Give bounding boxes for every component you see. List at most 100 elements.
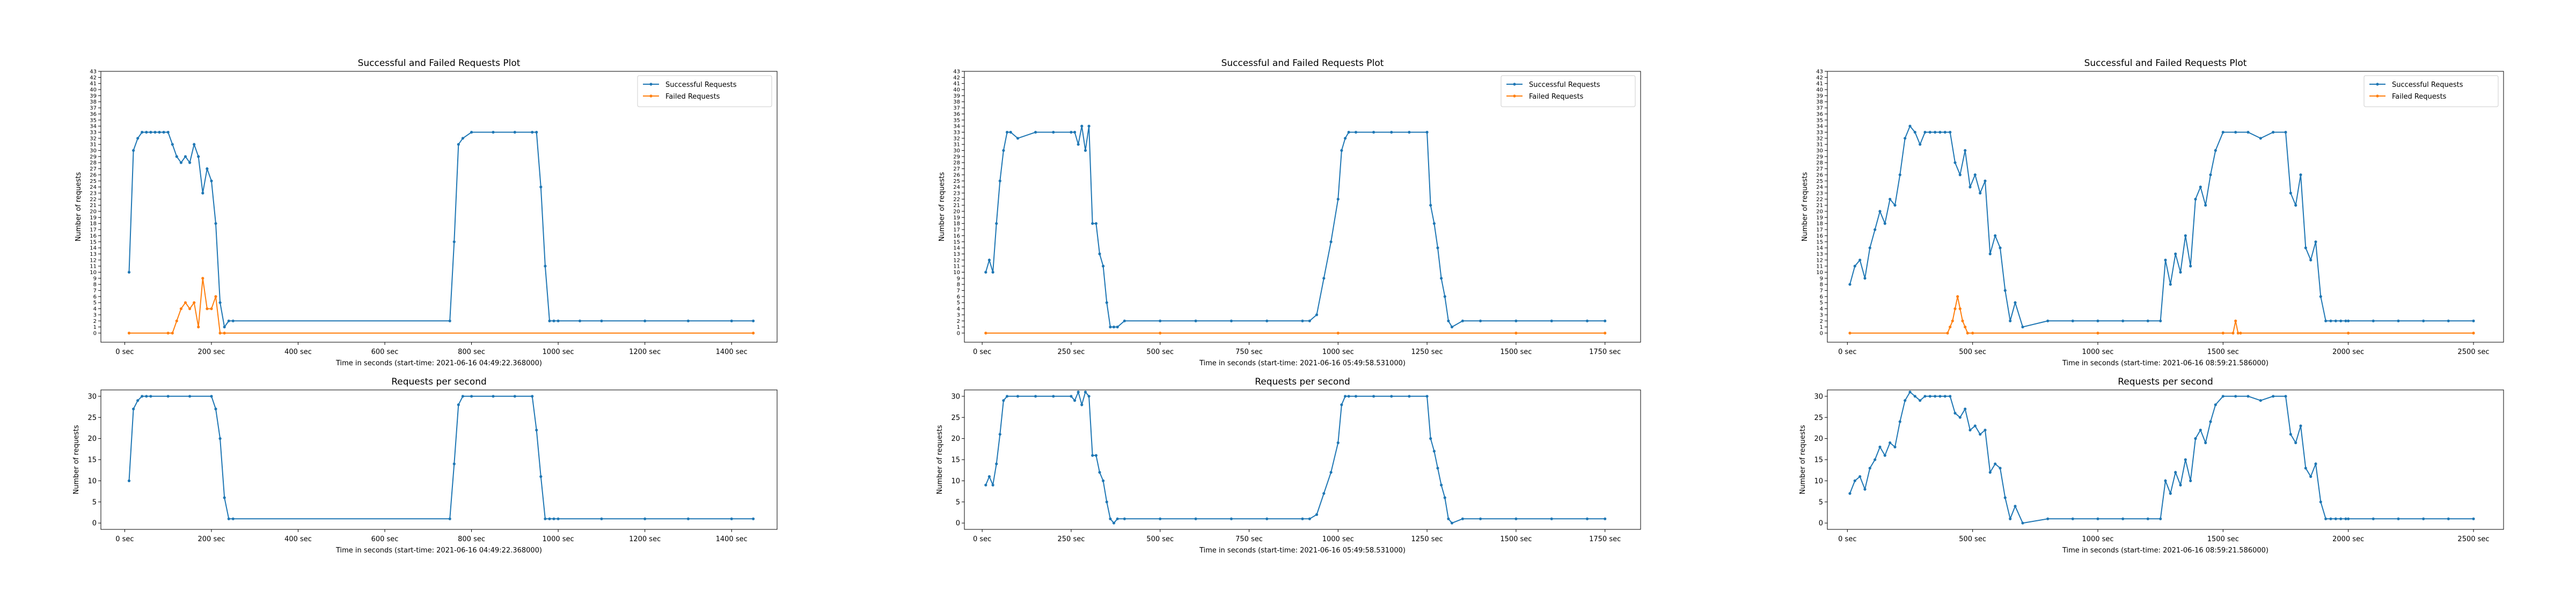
data-point [1354, 395, 1358, 398]
data-point [214, 295, 217, 298]
series-2 [1848, 295, 2475, 335]
data-point [206, 167, 209, 171]
y-tick-label: 32 [953, 136, 960, 142]
data-point [1308, 517, 1311, 520]
data-point [171, 143, 174, 146]
data-point [1265, 517, 1269, 520]
data-point [179, 161, 182, 164]
data-point [2344, 517, 2347, 520]
y-tick-label: 2 [93, 319, 97, 324]
data-point [448, 319, 451, 322]
plot-area [127, 395, 755, 520]
data-point [1964, 326, 1967, 329]
y-tick-label: 0 [957, 330, 960, 336]
legend-marker [2376, 83, 2379, 86]
data-point [2194, 197, 2197, 201]
data-point [2304, 467, 2307, 470]
x-axis-label: Time in seconds (start-time: 2021-06-16 … [1199, 547, 1406, 555]
data-point [1230, 517, 1233, 520]
data-point [2246, 395, 2250, 398]
y-tick-label: 43 [90, 69, 97, 75]
x-tick-label: 1750 sec [1589, 348, 1621, 356]
data-point [136, 137, 140, 140]
x-axis-label: Time in seconds (start-time: 2021-06-16 … [335, 547, 542, 555]
data-point [1479, 517, 1482, 520]
y-tick-label: 38 [1816, 99, 1823, 105]
data-point [210, 395, 213, 398]
data-point [2199, 186, 2202, 189]
y-tick-label: 43 [1816, 69, 1823, 75]
y-tick-label: 20 [951, 435, 960, 443]
y-tick-label: 18 [1816, 221, 1823, 227]
data-point [1934, 130, 1937, 134]
data-point [1336, 331, 1340, 335]
data-point [2221, 395, 2224, 398]
data-point [730, 319, 733, 322]
y-tick-label: 25 [951, 414, 960, 422]
data-point [2231, 331, 2235, 335]
y-tick-label: 25 [90, 179, 97, 185]
data-point [578, 319, 582, 322]
data-point [2236, 331, 2240, 335]
y-tick-label: 42 [953, 75, 960, 81]
data-point [2397, 517, 2400, 520]
y-tick-label: 20 [87, 435, 97, 443]
y-tick-label: 2 [957, 319, 960, 324]
y-tick-label: 5 [1819, 498, 1823, 506]
data-point [1301, 517, 1304, 520]
y-tick-label: 11 [1816, 264, 1823, 270]
y-tick-label: 0 [956, 520, 960, 528]
y-tick-label: 32 [1816, 136, 1823, 142]
data-point [2314, 462, 2317, 466]
data-point [2372, 517, 2375, 520]
data-point [2174, 252, 2177, 255]
data-point [513, 395, 516, 398]
data-point [643, 319, 647, 322]
y-tick-label: 26 [953, 172, 960, 178]
y-tick-label: 35 [953, 117, 960, 123]
y-tick-label: 1 [93, 324, 97, 330]
data-point [2299, 173, 2302, 176]
x-tick-label: 750 sec [1235, 348, 1263, 356]
data-point [452, 462, 456, 466]
x-tick-label: 1500 sec [1500, 535, 1532, 543]
x-tick-label: 1250 sec [1411, 535, 1443, 543]
data-point [218, 301, 222, 304]
data-point [1425, 395, 1429, 398]
data-point [1116, 326, 1119, 329]
data-point [223, 496, 226, 499]
data-point [1953, 307, 1957, 311]
data-point [539, 186, 543, 189]
data-point [531, 130, 534, 134]
data-point [1344, 395, 1347, 398]
data-point [2009, 319, 2012, 322]
data-point [1968, 429, 1972, 432]
data-point [2046, 517, 2050, 520]
data-point [2309, 475, 2312, 478]
chart-title: Successful and Failed Requests Plot [358, 58, 521, 69]
data-point [2272, 130, 2275, 134]
data-point [2159, 319, 2162, 322]
y-tick-label: 20 [953, 209, 960, 215]
data-point [1080, 124, 1084, 128]
data-point [1372, 130, 1375, 134]
data-point [2272, 395, 2275, 398]
data-point [1429, 204, 1432, 207]
x-axis-label: Time in seconds (start-time: 2021-06-16 … [2062, 359, 2268, 367]
data-point [1938, 130, 1942, 134]
data-point [1440, 483, 1443, 486]
data-point [184, 301, 187, 304]
data-point [1848, 283, 1851, 286]
data-point [1080, 403, 1084, 407]
data-point [1450, 326, 1454, 329]
data-point [557, 517, 560, 520]
data-point [2294, 204, 2297, 207]
data-point [557, 319, 560, 322]
data-point [1514, 517, 1518, 520]
x-tick-label: 400 sec [284, 535, 312, 543]
y-tick-label: 37 [90, 106, 97, 112]
y-tick-label: 8 [957, 282, 960, 288]
data-point [1194, 517, 1197, 520]
legend-marker [2376, 94, 2379, 98]
data-point [1340, 403, 1343, 407]
